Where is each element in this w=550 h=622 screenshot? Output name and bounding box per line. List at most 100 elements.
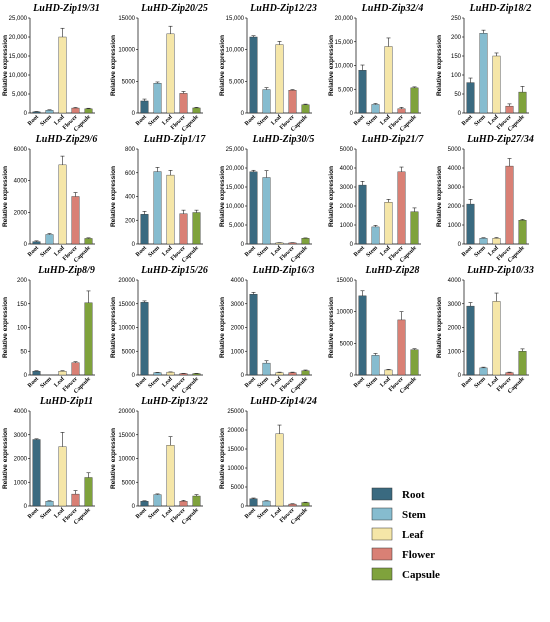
bar-root xyxy=(358,70,367,114)
bar-capsule xyxy=(84,477,93,507)
y-tick-label: 1000 xyxy=(340,223,354,229)
bar-capsule xyxy=(192,212,201,245)
y-tick-label: 15,000 xyxy=(335,40,354,46)
y-tick-label: 50 xyxy=(20,349,27,355)
y-tick-label: 0 xyxy=(350,242,354,248)
x-tick-label: Stem xyxy=(473,376,486,389)
x-tick-label: Root xyxy=(353,376,366,389)
y-tick-label: 5000 xyxy=(122,480,136,486)
y-axis-label: Relative expression xyxy=(2,166,9,227)
y-tick-label: 5000 xyxy=(448,147,462,153)
x-tick-label: Stem xyxy=(256,114,269,127)
chart-panels: LuHD-Zip19/31 Relative expression 0 5,000 10… xyxy=(2,3,534,526)
y-tick-label: 20000 xyxy=(227,428,244,434)
chart-title: LuHD-Zip8/9 xyxy=(37,265,95,276)
x-tick-label: Root xyxy=(353,245,366,258)
chart-title: LuHD-Zip28 xyxy=(365,265,420,276)
y-tick-label: 10,000 xyxy=(226,48,245,54)
bar-stem xyxy=(153,171,162,245)
bar-flower xyxy=(179,213,188,245)
bar-flower xyxy=(71,196,80,245)
x-tick-label: Stem xyxy=(256,376,269,389)
y-axis-label: Relative expression xyxy=(110,35,117,96)
bar-root xyxy=(466,82,475,114)
chart-panel: LuHD-Zip10/33 Relative expression 0 1000 200… xyxy=(436,265,534,395)
y-tick-label: 4000 xyxy=(340,166,354,172)
y-axis-label: Relative expression xyxy=(110,297,117,358)
y-tick-label: 100 xyxy=(17,326,28,332)
bar-root xyxy=(32,371,41,376)
x-tick-label: Stem xyxy=(39,114,52,127)
x-tick-label: Root xyxy=(461,376,474,389)
legend-swatch-flower xyxy=(371,547,393,561)
y-tick-label: 20000 xyxy=(118,278,135,284)
legend-label-root: Root xyxy=(402,489,425,501)
bar-leaf xyxy=(384,46,393,114)
y-tick-label: 3000 xyxy=(448,185,462,191)
chart-title: LuHD-Zip19/31 xyxy=(32,3,100,14)
bar-leaf xyxy=(384,369,393,376)
y-tick-label: 0 xyxy=(132,373,136,379)
y-tick-label: 1000 xyxy=(448,349,462,355)
y-axis-label: Relative expression xyxy=(328,166,335,227)
bar-stem xyxy=(262,177,271,245)
x-tick-label: Stem xyxy=(365,376,378,389)
y-tick-label: 2000 xyxy=(340,204,354,210)
bar-stem xyxy=(262,89,271,114)
x-tick-label: Root xyxy=(244,114,257,127)
bar-flower xyxy=(288,89,297,114)
chart-panel: LuHD-Zip16/3 Relative expression 0 1000 2000… xyxy=(219,265,314,395)
bar-capsule xyxy=(518,220,527,245)
x-tick-label: Stem xyxy=(147,114,160,127)
legend-swatch-leaf xyxy=(371,527,393,541)
chart-panel: LuHD-Zip14/24 Relative expression 0 5000 100… xyxy=(219,396,317,526)
bar-leaf xyxy=(492,301,501,376)
x-tick-label: Stem xyxy=(147,376,160,389)
y-axis-label: Relative expression xyxy=(328,297,335,358)
chart-panel: LuHD-Zip20/25 Relative expression 0 5000 100… xyxy=(110,3,208,133)
bar-root xyxy=(140,302,149,376)
y-tick-label: 600 xyxy=(125,171,136,177)
y-tick-label: 0 xyxy=(458,373,462,379)
y-tick-label: 2000 xyxy=(448,204,462,210)
chart-title: LuHD-Zip11 xyxy=(39,396,93,407)
y-axis-label: Relative expression xyxy=(436,35,443,96)
chart-panel: LuHD-Zip32/4 Relative expression 0 5,000 10,… xyxy=(328,3,423,133)
bar-root xyxy=(358,295,367,376)
bar-leaf xyxy=(58,446,67,507)
y-tick-label: 800 xyxy=(125,147,136,153)
x-tick-label: Root xyxy=(135,376,148,389)
bar-flower xyxy=(505,372,514,376)
y-tick-label: 0 xyxy=(24,504,28,510)
x-tick-label: Stem xyxy=(147,507,160,520)
y-tick-label: 3000 xyxy=(448,302,462,308)
y-tick-label: 5000 xyxy=(340,341,354,347)
y-tick-label: 200 xyxy=(17,278,28,284)
bar-stem xyxy=(45,501,54,507)
y-tick-label: 0 xyxy=(24,111,28,117)
bar-leaf xyxy=(166,174,175,245)
y-tick-label: 4000 xyxy=(14,409,28,415)
bar-leaf xyxy=(275,242,284,245)
chart-title: LuHD-Zip20/25 xyxy=(140,3,208,14)
bar-stem xyxy=(45,234,54,245)
bar-flower xyxy=(505,165,514,245)
bar-flower xyxy=(397,108,406,114)
chart-panel: LuHD-Zip28 Relative expression 0 5000 10000 1… xyxy=(328,265,421,395)
y-tick-label: 10000 xyxy=(118,457,135,463)
bar-capsule xyxy=(301,370,310,376)
bar-stem xyxy=(479,33,488,114)
bar-root xyxy=(32,241,41,245)
x-tick-label: Root xyxy=(244,507,257,520)
x-tick-label: Root xyxy=(135,507,148,520)
y-tick-label: 3000 xyxy=(231,302,245,308)
chart-panel: LuHD-Zip8/9 Relative expression 0 50 100 150 2… xyxy=(2,265,95,395)
y-tick-label: 4000 xyxy=(448,166,462,172)
chart-title: LuHD-Zip18/2 xyxy=(469,3,532,14)
y-tick-label: 15000 xyxy=(118,433,135,439)
y-tick-label: 5000 xyxy=(122,349,136,355)
chart-title: LuHD-Zip14/24 xyxy=(249,396,317,407)
chart-title: LuHD-Zip10/33 xyxy=(466,265,534,276)
x-tick-label: Stem xyxy=(365,114,378,127)
bar-root xyxy=(466,203,475,245)
